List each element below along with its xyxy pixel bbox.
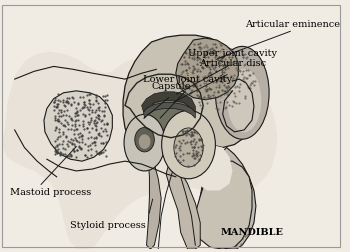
Ellipse shape xyxy=(227,69,261,132)
Ellipse shape xyxy=(139,134,150,149)
Polygon shape xyxy=(44,91,112,161)
Polygon shape xyxy=(194,145,232,191)
Text: MANDIBLE: MANDIBLE xyxy=(220,228,284,237)
Text: Styloid process: Styloid process xyxy=(70,221,145,230)
Polygon shape xyxy=(147,164,161,249)
Polygon shape xyxy=(166,167,200,249)
Polygon shape xyxy=(195,161,252,249)
Ellipse shape xyxy=(174,128,203,167)
Text: Capsule: Capsule xyxy=(151,82,191,91)
Text: Articular disc: Articular disc xyxy=(199,59,266,68)
Text: Lower joint cavity: Lower joint cavity xyxy=(143,75,232,84)
Text: Upper joint cavity: Upper joint cavity xyxy=(188,49,277,58)
Polygon shape xyxy=(142,92,195,112)
Ellipse shape xyxy=(162,110,215,179)
Polygon shape xyxy=(144,103,195,118)
Polygon shape xyxy=(176,38,238,100)
Ellipse shape xyxy=(215,46,269,139)
Polygon shape xyxy=(147,99,191,132)
Polygon shape xyxy=(123,35,259,147)
Text: Mastoid process: Mastoid process xyxy=(10,188,91,197)
Polygon shape xyxy=(3,52,278,249)
Ellipse shape xyxy=(124,114,165,171)
Polygon shape xyxy=(200,147,256,249)
Ellipse shape xyxy=(135,128,154,152)
Text: Articular eminence: Articular eminence xyxy=(246,20,341,29)
